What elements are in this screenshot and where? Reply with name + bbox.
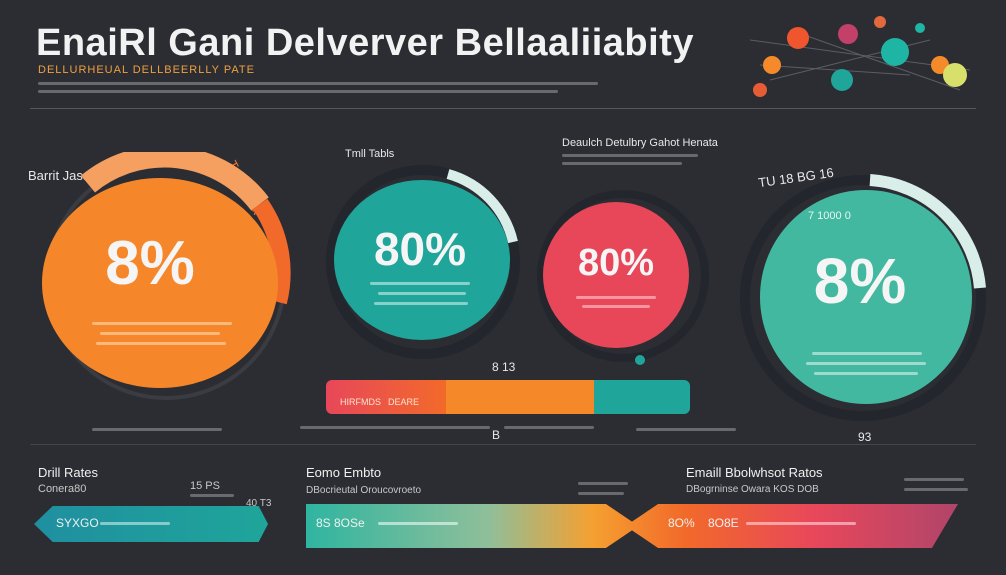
section-divider (30, 444, 976, 445)
red-gauge-header-line (562, 154, 698, 157)
bottom-middle-pill-line (378, 522, 458, 525)
bottom-left-pill-line (100, 522, 170, 525)
teal-gauge-text (378, 292, 466, 295)
left-gauge-text (96, 342, 226, 345)
bottom-right-sub: DBogrninse Owara KOS DOB (686, 484, 819, 495)
right-gauge-below-value: 93 (858, 430, 872, 444)
bubble (838, 24, 858, 44)
caption-line (504, 426, 594, 429)
bottom-left-side: 15 PS (190, 480, 220, 492)
bubble (753, 83, 767, 97)
left-gauge-text (100, 332, 220, 335)
red-gauge-header-line (562, 162, 682, 165)
bubble (881, 38, 909, 66)
bottom-left-line (190, 494, 234, 497)
red-gauge-below-value: 8 13 (492, 360, 516, 374)
right-gauge-value: 8% (813, 245, 907, 317)
bubble (787, 27, 809, 49)
left-gauge-disc (42, 178, 278, 388)
progress-label-left: HIRFMDS (340, 397, 381, 407)
red-gauge-text (576, 296, 656, 299)
bottom-right-pill-line (746, 522, 856, 525)
page-subtitle: DELLURHEUAL DELLBEERLLY PATE (38, 64, 255, 76)
progress-segment-red (326, 380, 446, 414)
header-divider (30, 108, 976, 109)
caption-line (300, 426, 490, 429)
bottom-right-line (904, 478, 964, 481)
bottom-middle-sub: DBocrieutal Oroucovroeto (306, 485, 422, 496)
right-gauge-ring (740, 174, 986, 421)
right-gauge-text (806, 362, 926, 365)
left-gauge-text (92, 322, 232, 325)
bottom-right-pill-value-a: 8O% (668, 516, 695, 530)
caption-line (92, 428, 222, 431)
red-gauge-text (582, 305, 650, 308)
bottom-right-pill-value-b: 8O8E (708, 516, 739, 530)
bottom-gradient-band (306, 504, 958, 548)
teal-gauge-text (370, 282, 470, 285)
page-title: EnaiRl Gani Delverver Bellaaliiabity (36, 22, 694, 64)
teal-gauge-label: Tmll Tabls (345, 148, 395, 160)
bubble (874, 16, 886, 28)
left-gauge-ring (46, 152, 291, 400)
red-gauge-value: 80% (577, 242, 655, 284)
bottom-left-sub: Conera80 (38, 483, 87, 495)
header-text-line (38, 90, 558, 93)
progress-segment-orange (446, 380, 594, 414)
bubble (831, 69, 853, 91)
delivery-progress-bar (326, 380, 690, 414)
bubble (915, 23, 925, 33)
bubble (763, 56, 781, 74)
bottom-right-line (904, 488, 968, 491)
bottom-middle-line (578, 492, 624, 495)
right-gauge-text (812, 352, 922, 355)
bottom-middle-title: Eomo Embto (306, 465, 382, 480)
caption-line (636, 428, 736, 431)
bottom-left-title: Drill Rates (38, 465, 98, 480)
progress-caption-mark: B (492, 428, 501, 442)
teal-gauge-ring (326, 165, 520, 359)
bottom-left-pill-value: SYXGO (56, 516, 99, 530)
left-gauge-value: 8% (105, 229, 195, 298)
right-gauge-disc (760, 190, 972, 404)
progress-label-right: DEARE (388, 397, 420, 407)
teal-gauge-value: 80% (373, 223, 467, 275)
red-gauge-ring (537, 190, 709, 365)
bubble (943, 63, 967, 87)
red-gauge-header: Deaulch Detulbry Gahot Henata (562, 137, 718, 149)
progress-segment-teal (594, 380, 690, 414)
teal-gauge-text (374, 302, 468, 305)
teal-gauge-disc (334, 180, 510, 340)
bottom-left-side2: 40 T3 (246, 498, 272, 509)
right-gauge-text (814, 372, 918, 375)
right-gauge-inner-label: 7 1000 0 (808, 210, 851, 222)
bottom-middle-line (578, 482, 628, 485)
bottom-right-title: Emaill Bbolwhsot Ratos (686, 465, 823, 480)
bubble-cluster (749, 16, 971, 97)
red-gauge-disc (543, 202, 689, 348)
header-text-line (38, 82, 598, 85)
bottom-middle-pill-value: 8S 8OSe (316, 516, 365, 530)
